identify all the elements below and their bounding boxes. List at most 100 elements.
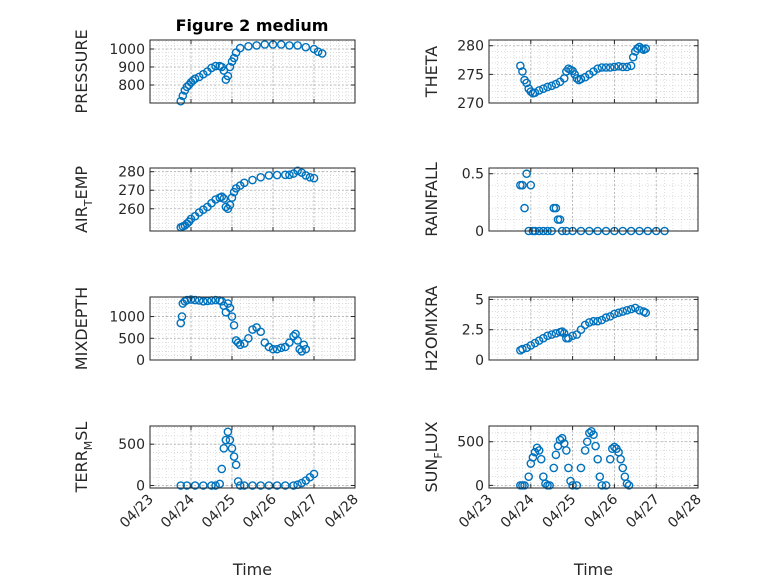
data-point [248,481,257,490]
data-point [605,63,615,72]
data-point [597,481,607,490]
data-point [614,62,623,71]
y-axis-label-3: RAINFALL [422,162,441,237]
y-tick-label: 1000 [109,310,145,326]
data-point [580,446,590,455]
data-point [520,203,529,213]
data-point [572,330,582,339]
y-axis-label-text: AIRTEMP [72,166,95,233]
y-tick-label: 0 [136,353,145,369]
data-point [211,61,220,71]
data-point [227,444,237,453]
data-point [522,343,531,353]
data-point [227,312,237,321]
y-axis-label-text: RAINFALL [422,162,441,237]
y-tick-label: 0 [475,353,484,369]
data-point [541,479,550,488]
data-point [593,316,602,326]
data-point [528,453,538,462]
data-point [252,41,261,50]
data-point [248,175,257,185]
data-series [516,426,634,490]
data-point [605,454,615,464]
data-point [530,338,540,348]
subplot-mixdepth: 0 500 1000 MIXDEPTH [72,287,356,370]
data-point [256,172,266,182]
axes-box [488,425,699,489]
data-point [526,341,536,350]
data-point [543,331,552,341]
data-point [198,297,208,306]
data-point [576,325,586,335]
data-point [272,170,282,180]
data-point [530,88,540,97]
data-point [219,66,229,75]
data-point [256,481,266,490]
y-tick-label: 800 [118,78,145,94]
data-point [539,84,548,93]
y-tick-label: 0 [475,224,484,240]
data-point [547,330,557,339]
axes-box [149,425,356,489]
data-point [610,442,619,452]
plot-area [150,168,355,231]
data-point [618,307,628,316]
y-tick-label: 275 [457,67,484,83]
y-axis-label-text: SUNFLUX [422,421,445,492]
data-point [276,40,286,49]
y-axis-label-text: THETA [422,46,441,98]
data-series [176,295,311,356]
plot-area [489,40,698,103]
data-point [551,450,561,460]
data-point [633,44,642,53]
data-point [564,463,573,473]
data-point [526,180,536,190]
data-point [217,192,227,202]
data-point [309,173,319,183]
data-point [285,170,294,180]
data-point [188,76,198,85]
axes-box [488,39,699,104]
plot-area [489,168,698,231]
data-point [301,42,311,52]
data-point [624,481,634,490]
data-point [223,427,233,437]
data-point [309,469,319,479]
data-point [543,82,552,92]
data-point [219,444,229,453]
data-point [313,47,323,57]
data-point [576,463,586,473]
data-point [626,61,636,71]
data-point [524,472,534,481]
data-point [534,336,544,345]
data-point [562,446,571,455]
axes-box [488,296,699,361]
data-point [229,320,239,330]
data-series [176,40,327,106]
data-point [568,331,577,341]
data-point [536,454,546,464]
data-point [227,193,237,202]
data-point [182,481,192,490]
data-point [545,481,554,490]
data-point [299,340,309,350]
data-point [177,312,187,321]
data-point [244,42,253,51]
data-point [176,96,186,106]
subplot-sun-flux: 0 500 SUNFLUX [422,421,699,494]
y-tick-label: 0.5 [462,167,484,183]
plot-area [489,297,698,360]
data-point [239,178,249,188]
figure-title: Figure 2 medium [176,16,329,35]
plot-area [489,426,698,488]
y-tick-label: 0 [475,478,484,494]
data-point [534,446,544,455]
subplot-h2omixra: 0 2.5 5 H2OMIXRA [422,286,699,371]
data-point [641,308,651,318]
data-point [272,344,282,354]
data-point [566,476,575,486]
y-axis-label-1: THETA [422,46,441,98]
data-point [285,338,294,347]
y-tick-label: 270 [457,96,484,112]
data-point [551,79,561,89]
